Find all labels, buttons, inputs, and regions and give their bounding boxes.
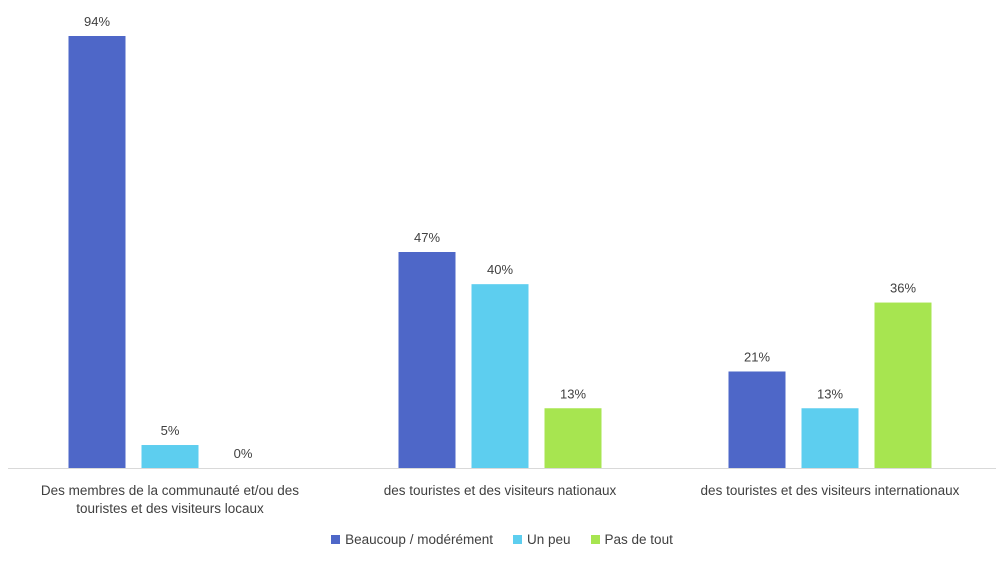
legend-item-beaucoup: Beaucoup / modérément	[331, 532, 493, 547]
data-label-beaucoup-national: 47%	[414, 230, 440, 245]
data-label-pas-de-tout-local: 0%	[234, 446, 253, 461]
legend-label-un-peu: Un peu	[526, 532, 571, 547]
legend-label-pas-de-tout: Pas de tout	[604, 532, 673, 547]
data-label-group: 94% 47% 21% 5% 40% 13% 0% 13% 36%	[84, 14, 916, 461]
category-label-local: Des membres de la communauté et/ou des t…	[40, 483, 300, 516]
category-label-international: des touristes et des visiteurs internati…	[700, 483, 960, 498]
data-label-un-peu-international: 13%	[817, 386, 843, 401]
data-label-un-peu-local: 5%	[161, 423, 180, 438]
bar-group	[68, 36, 932, 468]
bar-pas-de-tout-national	[544, 408, 602, 468]
bar-beaucoup-local	[68, 36, 126, 468]
bar-un-peu-national	[471, 284, 529, 468]
bar-beaucoup-international	[728, 371, 786, 468]
bar-beaucoup-national	[398, 252, 456, 468]
data-label-pas-de-tout-international: 36%	[890, 281, 916, 296]
legend-item-un-peu: Un peu	[512, 532, 571, 547]
legend-item-pas-de-tout: Pas de tout	[590, 532, 673, 547]
legend-swatch-un-peu	[512, 535, 522, 544]
legend-swatch-pas-de-tout	[590, 535, 600, 544]
legend-label-beaucoup: Beaucoup / modérément	[345, 532, 493, 547]
bar-un-peu-international	[801, 408, 859, 468]
data-label-beaucoup-international: 21%	[744, 349, 770, 364]
data-label-pas-de-tout-national: 13%	[560, 386, 586, 401]
legend: Beaucoup / modérément Un peu Pas de tout	[0, 532, 1004, 547]
bar-un-peu-local	[141, 445, 199, 468]
bar-pas-de-tout-international	[874, 302, 932, 468]
data-label-beaucoup-local: 94%	[84, 14, 110, 29]
legend-swatch-beaucoup	[331, 535, 341, 544]
data-label-un-peu-national: 40%	[487, 262, 513, 277]
category-label-national: des touristes et des visiteurs nationaux	[383, 483, 617, 498]
